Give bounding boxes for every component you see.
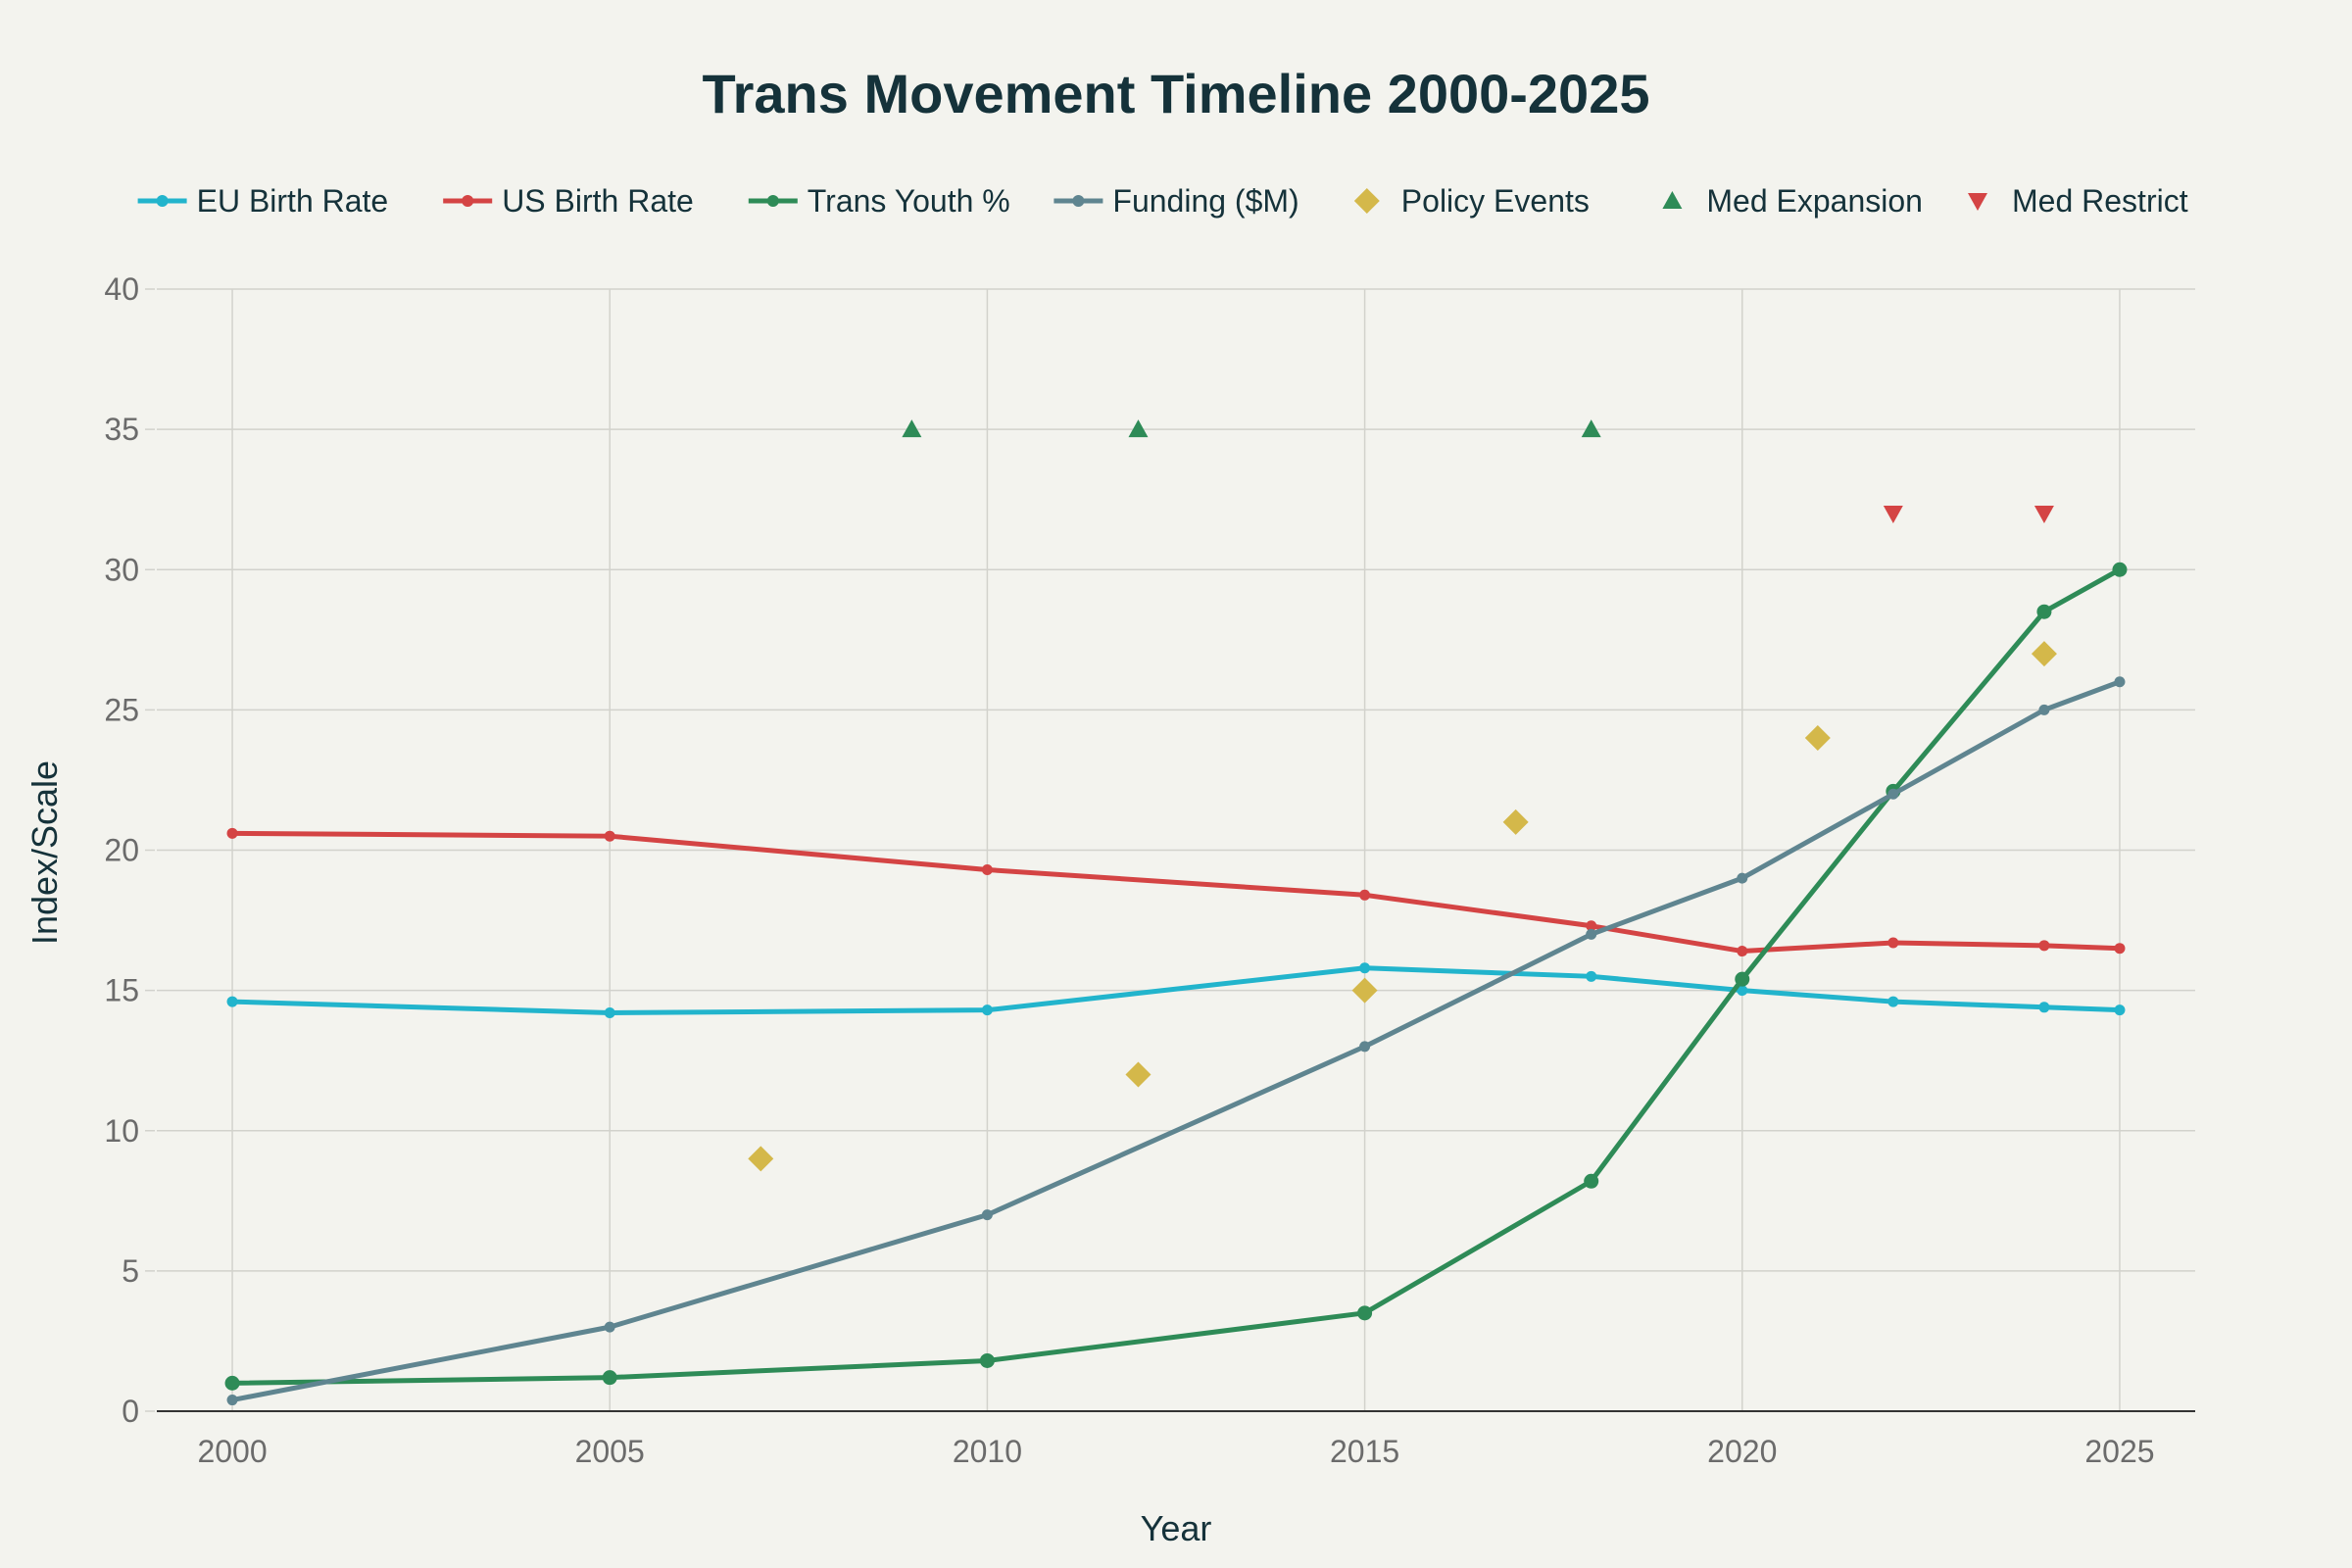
y-tick-label: 25 xyxy=(104,692,139,727)
legend-label: Med Restrict xyxy=(2012,183,2188,219)
us-birth-rate-point xyxy=(1887,937,1899,949)
eu-birth-rate-point xyxy=(1586,970,1597,982)
trans-youth-point xyxy=(224,1375,240,1391)
legend-label: Trans Youth % xyxy=(808,183,1010,219)
med-expansion-marker xyxy=(1128,419,1149,438)
policy-events-marker xyxy=(1125,1061,1152,1088)
eu-birth-rate-point xyxy=(2038,1002,2050,1013)
us-birth-rate-point xyxy=(2114,943,2126,955)
grid-layer xyxy=(157,288,2195,1411)
funding-m-point xyxy=(2038,704,2050,715)
series-funding-m xyxy=(226,676,2126,1406)
funding-m-point xyxy=(2114,676,2126,688)
us-birth-rate-point xyxy=(981,864,993,876)
funding-m-point xyxy=(1887,788,1899,800)
y-tick-label: 30 xyxy=(104,552,139,587)
y-tick-label: 0 xyxy=(122,1394,139,1429)
legend-swatch-point xyxy=(462,195,474,207)
us-birth-rate-point xyxy=(604,830,615,842)
y-tick-label: 35 xyxy=(104,412,139,447)
legend-swatch xyxy=(1353,188,1380,214)
policy-events-marker xyxy=(1804,725,1831,751)
legend-label: Med Expansion xyxy=(1706,183,1923,219)
us-birth-rate-point xyxy=(1359,889,1371,901)
trans-youth-point xyxy=(2112,562,2128,577)
series-eu-birth-rate xyxy=(226,962,2126,1019)
legend-item-eu-birth-rate[interactable]: EU Birth Rate xyxy=(137,183,389,219)
legend-swatch xyxy=(1968,193,1987,211)
y-tick-label: 20 xyxy=(104,833,139,868)
x-tick-label: 2020 xyxy=(1707,1434,1777,1469)
funding-m-point xyxy=(1737,872,1748,884)
legend-item-us-birth-rate[interactable]: US Birth Rate xyxy=(443,183,694,219)
trans-youth-point xyxy=(979,1352,995,1368)
series-layer xyxy=(224,419,2128,1406)
funding-m-point xyxy=(226,1395,238,1406)
x-tick-label: 2025 xyxy=(2084,1434,2154,1469)
trans-youth-point xyxy=(1735,971,1750,987)
funding-m-point xyxy=(981,1209,993,1221)
legend-item-funding-m[interactable]: Funding ($M) xyxy=(1054,183,1299,219)
legend[interactable]: EU Birth Rate US Birth Rate Trans Youth % F… xyxy=(137,183,2188,219)
eu-birth-rate-point xyxy=(2114,1004,2126,1016)
eu-birth-rate-point xyxy=(981,1004,993,1016)
us-birth-rate-point xyxy=(1586,920,1597,932)
y-axis-label: Index/Scale xyxy=(24,760,65,945)
legend-swatch xyxy=(1662,191,1683,209)
legend-item-med-expansion[interactable]: Med Expansion xyxy=(1662,183,1923,219)
legend-label: US Birth Rate xyxy=(502,183,694,219)
y-tick-label: 40 xyxy=(104,271,139,307)
legend-label: Policy Events xyxy=(1401,183,1590,219)
legend-label: EU Birth Rate xyxy=(197,183,389,219)
legend-item-trans-youth[interactable]: Trans Youth % xyxy=(748,183,1010,219)
series-us-birth-rate xyxy=(226,827,2126,957)
med-restrict-marker xyxy=(1883,506,1903,523)
policy-events-marker xyxy=(748,1146,774,1172)
legend-swatch-point xyxy=(766,195,779,207)
series-med-expansion xyxy=(902,419,1601,438)
med-restrict-marker xyxy=(2034,506,2054,523)
eu-birth-rate-point xyxy=(226,996,238,1007)
y-tick-label: 15 xyxy=(104,973,139,1008)
eu-birth-rate-point xyxy=(604,1007,615,1019)
us-birth-rate-point xyxy=(226,827,238,839)
y-tick-label: 10 xyxy=(104,1113,139,1149)
trans-youth-point xyxy=(1357,1305,1373,1321)
trans-youth-point xyxy=(1584,1173,1599,1189)
eu-birth-rate-point xyxy=(1887,996,1899,1007)
x-tick-label: 2005 xyxy=(575,1434,645,1469)
trans-youth-point xyxy=(2036,604,2052,619)
trans-youth-point xyxy=(602,1370,617,1386)
x-tick-label: 2000 xyxy=(197,1434,267,1469)
funding-m-point xyxy=(1586,928,1597,940)
y-tick-label: 5 xyxy=(122,1253,139,1289)
legend-item-policy-events[interactable]: Policy Events xyxy=(1353,183,1590,219)
us-birth-rate-point xyxy=(1737,946,1748,957)
chart-title: Trans Movement Timeline 2000-2025 xyxy=(703,63,1650,124)
us-birth-rate-point xyxy=(2038,940,2050,952)
legend-label: Funding ($M) xyxy=(1112,183,1298,219)
eu-birth-rate-point xyxy=(1359,962,1371,974)
legend-swatch-point xyxy=(1072,195,1085,207)
x-tick-label: 2015 xyxy=(1330,1434,1399,1469)
funding-m-point xyxy=(1359,1041,1371,1053)
x-tick-label: 2010 xyxy=(953,1434,1022,1469)
policy-events-marker xyxy=(1351,977,1378,1004)
eu-birth-rate-point xyxy=(1737,985,1748,997)
series-policy-events xyxy=(748,641,2057,1172)
med-expansion-marker xyxy=(902,419,922,438)
policy-events-marker xyxy=(1502,808,1529,835)
legend-item-med-restrict[interactable]: Med Restrict xyxy=(1968,183,2188,219)
policy-events-marker xyxy=(2031,641,2057,667)
funding-m-point xyxy=(604,1321,615,1333)
med-expansion-marker xyxy=(1581,419,1601,438)
x-axis-label: Year xyxy=(1141,1508,1212,1548)
legend-swatch-point xyxy=(156,195,169,207)
series-med-restrict xyxy=(1883,506,2054,523)
